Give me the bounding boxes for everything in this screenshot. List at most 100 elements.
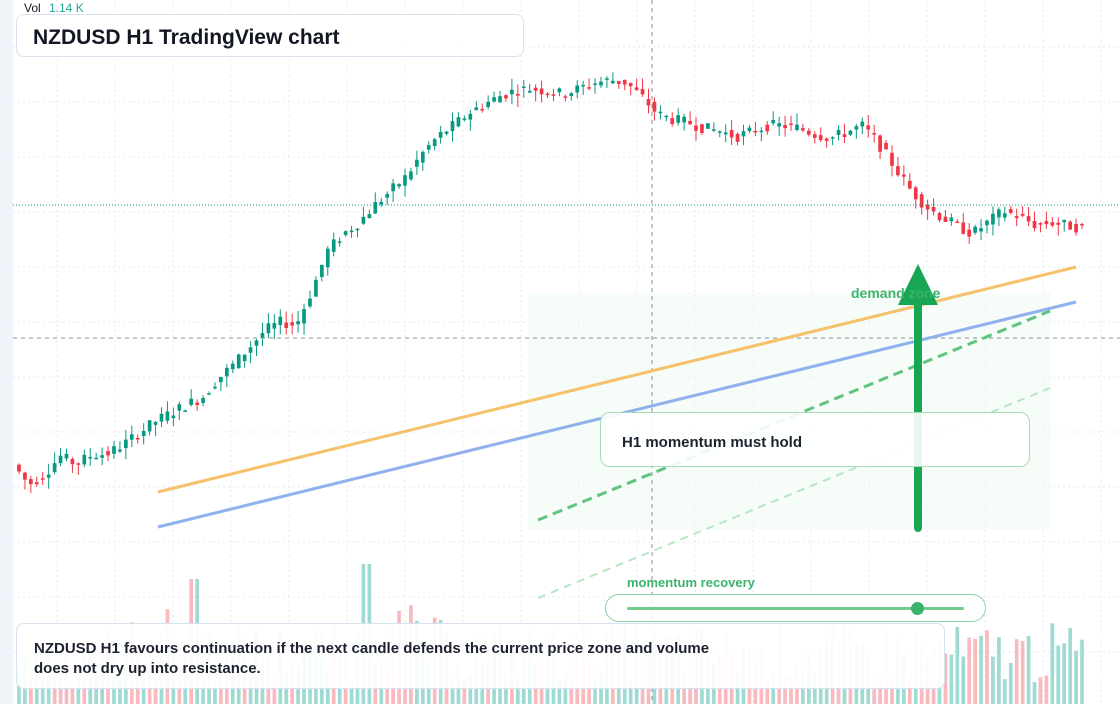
candle-body [848, 130, 853, 135]
candle-body [979, 228, 983, 232]
candle-body [230, 363, 235, 370]
candle-body [902, 174, 906, 177]
candle-body [836, 129, 841, 135]
candle-body [985, 220, 989, 226]
candle-body [1020, 213, 1025, 216]
candle-body [545, 93, 550, 96]
volume-bar [515, 675, 520, 704]
volume-bar [1020, 640, 1025, 704]
candle-body [201, 397, 205, 403]
candle-body [842, 134, 847, 138]
candle-body [361, 216, 366, 224]
candle-body [129, 434, 134, 440]
candle-body [510, 89, 514, 95]
volume-bar [450, 679, 455, 704]
candle-body [729, 130, 734, 138]
candle-body [278, 316, 283, 326]
candle-body [771, 119, 776, 124]
candle-body [420, 151, 425, 163]
candle-body [94, 457, 99, 460]
candle-body [575, 85, 580, 93]
candle-body [141, 430, 146, 437]
candle-body [236, 354, 241, 369]
candle-body [1062, 219, 1067, 223]
candle-body [492, 97, 496, 102]
candle-body [118, 449, 122, 452]
candle-body [290, 322, 294, 326]
candle-body [171, 415, 176, 419]
candle-body [563, 96, 568, 98]
demand-zone-box [528, 293, 1051, 530]
candle-body [1044, 220, 1049, 225]
volume-bar [1008, 662, 1013, 704]
candle-body [403, 175, 407, 186]
candle-body [82, 454, 87, 465]
candle-body [593, 83, 597, 85]
candle-body [694, 125, 698, 131]
candle-body [818, 135, 823, 141]
candle-body [866, 125, 871, 130]
volume-bar [1056, 645, 1061, 704]
volume-bar [118, 680, 122, 704]
candle-body [676, 115, 681, 123]
candle-body [700, 124, 704, 133]
volume-value: 1.14 K [49, 1, 84, 15]
candle-body [325, 248, 330, 268]
candle-body [409, 171, 413, 180]
candle-body [46, 474, 51, 478]
volume-bar [783, 677, 787, 704]
candle-body [765, 124, 770, 132]
candle-body [937, 213, 942, 221]
candle-body [70, 458, 75, 465]
candle-body [183, 410, 188, 412]
candle-body [426, 145, 431, 150]
candle-body [112, 446, 116, 454]
candle-body [997, 209, 1001, 218]
candle-body [88, 456, 93, 459]
volume-bar [557, 680, 562, 704]
volume-bar [462, 677, 467, 704]
candle-body [1038, 223, 1043, 225]
candle-body [106, 451, 110, 456]
candle-body [854, 126, 859, 130]
candle-body [717, 131, 722, 133]
candle-body [611, 80, 615, 84]
candle-body [40, 478, 45, 480]
candle-body [1026, 216, 1031, 222]
volume-bar [973, 638, 977, 704]
candle-body [272, 323, 277, 329]
momentum-slider-knob[interactable] [910, 602, 924, 615]
candle-body [474, 107, 479, 110]
candle-body [284, 322, 289, 329]
candle-body [973, 226, 977, 233]
candle-body [432, 139, 437, 147]
candle-body [777, 123, 781, 127]
candle-body [124, 439, 128, 449]
volume-bar [1032, 682, 1037, 704]
volume-bar [955, 626, 960, 704]
candle-body [795, 124, 799, 131]
candle-body [551, 94, 556, 96]
candle-body [860, 121, 865, 127]
momentum-slider[interactable] [605, 594, 986, 622]
candle-body [207, 393, 211, 395]
candle-body [907, 180, 912, 189]
candle-body [302, 309, 306, 324]
volume-bar [949, 654, 954, 704]
candle-body [165, 411, 170, 421]
volume-bar [1074, 650, 1078, 704]
volume-bar [789, 677, 793, 704]
candle-body [688, 120, 692, 125]
candle-body [599, 81, 603, 86]
volume-bar [201, 678, 205, 704]
volume-bar [628, 681, 633, 704]
volume-bar [1050, 623, 1055, 704]
candle-body [943, 216, 948, 222]
candle-body [337, 241, 342, 243]
candle-body [189, 398, 194, 405]
candle-body [23, 472, 27, 480]
candle-body [587, 87, 591, 89]
candle-body [349, 230, 354, 233]
volume-bar [569, 677, 574, 704]
